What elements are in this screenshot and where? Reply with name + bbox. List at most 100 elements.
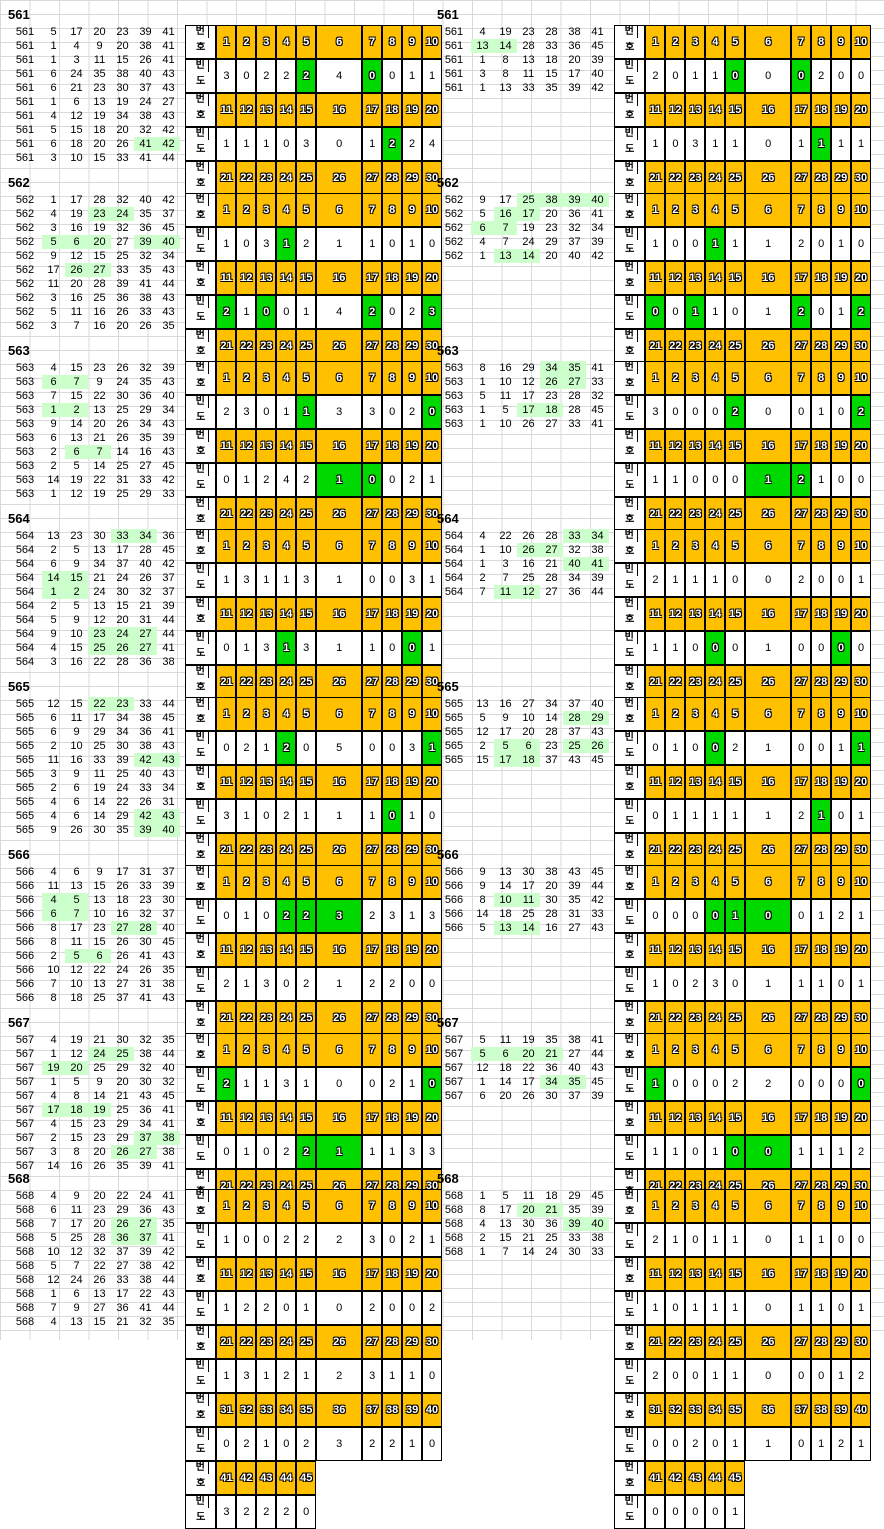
grid-number-header-cell[interactable]: 11 — [645, 765, 666, 799]
pick-number-cell[interactable]: 27 — [139, 460, 152, 472]
pick-number-cell[interactable]: 45 — [591, 754, 604, 766]
grid-number-header-cell[interactable]: 2 — [236, 697, 257, 731]
number-label-cell[interactable]: 번호 — [185, 529, 217, 563]
draw-id-cell[interactable]: 567 — [15, 1146, 35, 1158]
frequency-label-cell[interactable]: 빈도 — [614, 1067, 646, 1101]
pick-number-cell[interactable]: 17 — [499, 726, 512, 738]
pick-number-cell[interactable]: 34 — [162, 782, 175, 794]
pick-number-cell[interactable]: 4 — [50, 1090, 57, 1102]
pick-number-cell[interactable]: 11 — [499, 1034, 512, 1046]
draw-id-cell[interactable]: 565 — [15, 740, 35, 752]
pick-number-cell[interactable]: 13 — [93, 404, 106, 416]
frequency-value-cell[interactable]: 1 — [811, 799, 832, 833]
pick-number-cell[interactable]: 4 — [50, 208, 57, 220]
frequency-value-cell[interactable]: 0 — [725, 295, 746, 329]
pick-number-cell[interactable]: 36 — [139, 1104, 152, 1116]
draw-id-cell[interactable]: 568 — [15, 1232, 35, 1244]
pick-number-cell[interactable]: 2 — [50, 600, 57, 612]
frequency-value-cell[interactable]: 0 — [831, 1223, 852, 1257]
grid-number-header-cell[interactable]: 25 — [296, 161, 317, 195]
pick-number-cell[interactable]: 13 — [522, 54, 535, 66]
grid-number-header-cell[interactable]: 44 — [705, 1461, 726, 1495]
grid-number-header-cell[interactable]: 1 — [216, 193, 237, 227]
pick-number-cell[interactable]: 20 — [116, 1076, 129, 1088]
grid-number-header-cell[interactable]: 14 — [276, 261, 297, 295]
pick-number-cell[interactable]: 34 — [586, 529, 609, 543]
pick-number-cell[interactable]: 36 — [568, 586, 581, 598]
draw-id-cell[interactable]: 561 — [444, 82, 464, 94]
pick-number-cell[interactable]: 27 — [111, 921, 134, 935]
grid-number-header-cell[interactable]: 34 — [705, 1393, 726, 1427]
pick-number-cell[interactable]: 25 — [116, 460, 129, 472]
pick-number-cell[interactable]: 18 — [545, 1190, 558, 1202]
grid-number-header-cell[interactable]: 16 — [745, 1257, 792, 1291]
pick-number-cell[interactable]: 41 — [139, 992, 152, 1004]
frequency-value-cell[interactable]: 1 — [745, 227, 792, 261]
grid-number-header-cell[interactable]: 1 — [645, 697, 666, 731]
grid-number-header-cell[interactable]: 8 — [382, 865, 403, 899]
draw-id-cell[interactable]: 564 — [444, 572, 464, 584]
frequency-value-cell[interactable]: 0 — [685, 1067, 706, 1101]
grid-number-header-cell[interactable]: 16 — [745, 429, 792, 463]
pick-number-cell[interactable]: 35 — [563, 361, 586, 375]
frequency-value-cell[interactable]: 0 — [851, 631, 871, 665]
frequency-label-cell[interactable]: 빈도 — [185, 1067, 217, 1101]
frequency-value-cell[interactable]: 1 — [791, 1135, 812, 1169]
pick-number-cell[interactable]: 22 — [93, 656, 106, 668]
grid-number-header-cell[interactable]: 4 — [276, 193, 297, 227]
frequency-value-cell[interactable]: 0 — [831, 1067, 852, 1101]
pick-number-cell[interactable]: 45 — [162, 544, 175, 556]
draw-number-heading[interactable]: 565 — [8, 679, 30, 694]
frequency-value-cell[interactable]: 0 — [831, 799, 852, 833]
pick-number-cell[interactable]: 25 — [116, 1104, 129, 1116]
draw-id-cell[interactable]: 564 — [15, 614, 35, 626]
grid-number-header-cell[interactable]: 4 — [705, 361, 726, 395]
grid-number-header-cell[interactable]: 15 — [296, 429, 317, 463]
pick-number-cell[interactable]: 24 — [111, 207, 134, 221]
grid-number-header-cell[interactable]: 16 — [745, 261, 792, 295]
pick-number-cell[interactable]: 32 — [139, 586, 152, 598]
grid-number-header-cell[interactable]: 1 — [645, 1033, 666, 1067]
grid-number-header-cell[interactable]: 8 — [382, 697, 403, 731]
pick-number-cell[interactable]: 38 — [139, 1274, 152, 1286]
frequency-value-cell[interactable]: 1 — [296, 1067, 317, 1101]
grid-number-header-cell[interactable]: 9 — [831, 1189, 852, 1223]
frequency-value-cell[interactable]: 0 — [685, 899, 706, 933]
pick-number-cell[interactable]: 2 — [50, 544, 57, 556]
pick-number-cell[interactable]: 39 — [139, 26, 152, 38]
pick-number-cell[interactable]: 23 — [93, 922, 106, 934]
frequency-value-cell[interactable]: 0 — [665, 1427, 686, 1461]
grid-number-header-cell[interactable]: 16 — [745, 765, 792, 799]
pick-number-cell[interactable]: 38 — [568, 26, 581, 38]
frequency-value-cell[interactable]: 1 — [705, 1291, 726, 1325]
pick-number-cell[interactable]: 39 — [162, 432, 175, 444]
grid-number-header-cell[interactable]: 23 — [256, 1325, 277, 1359]
draw-id-cell[interactable]: 563 — [444, 362, 464, 374]
frequency-value-cell[interactable]: 1 — [705, 1135, 726, 1169]
pick-number-cell[interactable]: 20 — [545, 250, 558, 262]
frequency-value-cell[interactable]: 3 — [296, 631, 317, 665]
pick-number-cell[interactable]: 25 — [116, 404, 129, 416]
pick-number-cell[interactable]: 28 — [568, 404, 581, 416]
pick-number-cell[interactable]: 22 — [139, 1288, 152, 1300]
pick-number-cell[interactable]: 37 — [134, 1231, 157, 1245]
grid-number-header-cell[interactable]: 6 — [316, 865, 363, 899]
grid-number-header-cell[interactable]: 22 — [236, 1001, 257, 1035]
draw-id-cell[interactable]: 567 — [444, 1048, 464, 1060]
grid-number-header-cell[interactable]: 9 — [402, 865, 423, 899]
frequency-value-cell[interactable]: 1 — [665, 1135, 686, 1169]
pick-number-cell[interactable]: 2 — [479, 1232, 486, 1244]
grid-number-header-cell[interactable]: 3 — [256, 697, 277, 731]
pick-number-cell[interactable]: 40 — [157, 235, 180, 249]
pick-number-cell[interactable]: 36 — [162, 530, 175, 542]
grid-number-header-cell[interactable]: 26 — [316, 329, 363, 363]
frequency-value-cell[interactable]: 2 — [256, 59, 277, 93]
pick-number-cell[interactable]: 30 — [139, 1076, 152, 1088]
grid-number-header-cell[interactable]: 28 — [811, 833, 832, 867]
frequency-value-cell[interactable]: 2 — [256, 1291, 277, 1325]
grid-number-header-cell[interactable]: 26 — [316, 1001, 363, 1035]
frequency-value-cell[interactable]: 3 — [256, 967, 277, 1001]
grid-number-header-cell[interactable]: 18 — [382, 1101, 403, 1135]
pick-number-cell[interactable]: 9 — [96, 40, 103, 52]
pick-number-cell[interactable]: 43 — [162, 1288, 175, 1300]
